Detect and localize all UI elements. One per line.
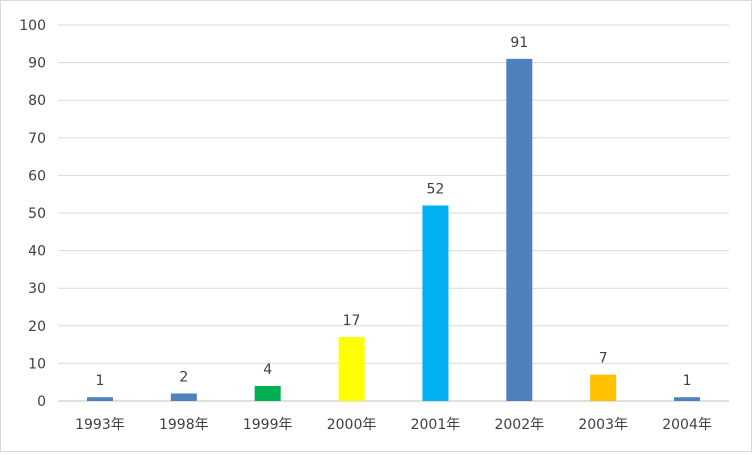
bar (86, 397, 113, 401)
data-label: 1 (683, 373, 692, 389)
data-label: 17 (343, 313, 361, 329)
bar (170, 393, 197, 401)
data-label: 2 (179, 369, 188, 385)
y-tick-label: 90 (28, 56, 46, 72)
bar (254, 385, 281, 401)
bar (506, 58, 533, 402)
y-tick-label: 20 (28, 319, 46, 335)
bar (422, 205, 449, 401)
bar (338, 337, 365, 401)
y-tick-label: 80 (28, 93, 46, 109)
data-label: 91 (510, 35, 528, 51)
y-tick-label: 40 (28, 244, 46, 260)
x-tick-label: 1999年 (243, 417, 293, 433)
x-tick-label: 2004年 (662, 417, 712, 433)
bar (674, 397, 701, 401)
y-tick-label: 60 (28, 168, 46, 184)
x-tick-label: 2001年 (411, 417, 461, 433)
y-axis-ticks: 0 10 20 30 40 50 60 70 80 90 100 (19, 18, 46, 410)
data-label: 1 (95, 373, 104, 389)
y-tick-label: 70 (28, 131, 46, 147)
y-tick-label: 30 (28, 281, 46, 297)
x-axis-ticks: 1993年 1998年 1999年 2000年 2001年 2002年 2003年 2004年 (75, 417, 712, 433)
bar (590, 374, 617, 401)
x-tick-label: 1998年 (159, 417, 209, 433)
x-tick-label: 2003年 (578, 417, 628, 433)
y-tick-label: 50 (28, 206, 46, 222)
data-label: 52 (427, 181, 445, 197)
y-tick-label: 10 (28, 356, 46, 372)
x-tick-label: 2002年 (494, 417, 544, 433)
data-labels: 1 2 4 17 52 91 7 1 (95, 35, 691, 389)
data-label: 4 (263, 362, 272, 378)
data-label: 7 (599, 351, 608, 367)
bars (86, 58, 701, 402)
x-tick-label: 2000年 (327, 417, 377, 433)
x-tick-label: 1993年 (75, 417, 125, 433)
gridlines (58, 24, 729, 402)
y-tick-label: 100 (19, 18, 46, 34)
y-tick-label: 0 (37, 394, 46, 410)
